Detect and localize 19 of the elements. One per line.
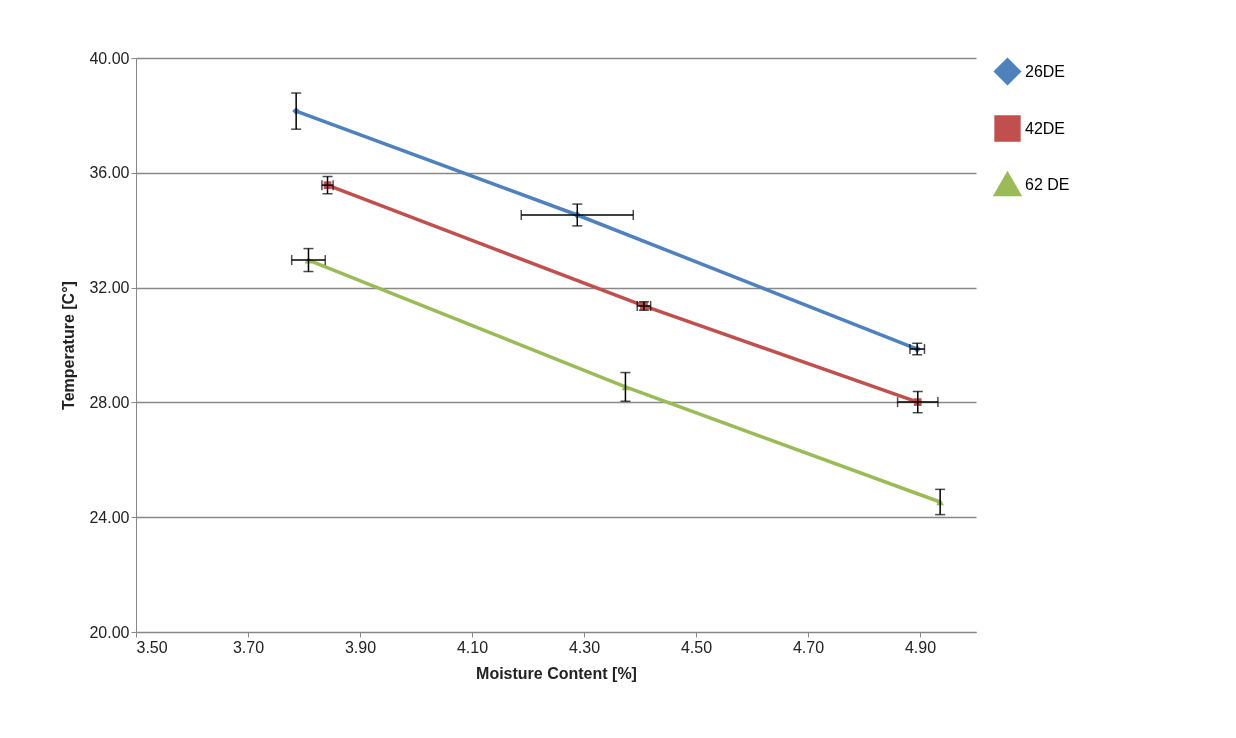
x-tick-label: 4.50: [680, 638, 713, 656]
x-axis-title: Moisture Content [%]: [476, 664, 637, 682]
y-tick-label: 28.00: [89, 393, 130, 411]
x-tick-label: 4.10: [456, 638, 489, 656]
y-tick-label: 24.00: [89, 508, 130, 526]
y-tick-label: 40.00: [89, 49, 130, 67]
y-axis-title: Temperature [C°]: [60, 281, 78, 410]
x-tick-label: 4.90: [904, 638, 937, 656]
y-tick-label: 20.00: [89, 623, 130, 641]
x-tick-label: 3.70: [232, 638, 265, 656]
x-tick-label: 3.90: [344, 638, 377, 656]
y-tick-label: 32.00: [89, 279, 130, 297]
legend-label: 62 DE: [1025, 175, 1070, 193]
x-tick-label: 4.70: [792, 638, 825, 656]
x-tick-label: 3.50: [136, 638, 168, 656]
x-tick-label: 4.30: [568, 638, 601, 656]
legend-label: 42DE: [1025, 119, 1066, 137]
legend-label: 26DE: [1025, 62, 1066, 80]
y-tick-label: 36.00: [89, 164, 130, 182]
